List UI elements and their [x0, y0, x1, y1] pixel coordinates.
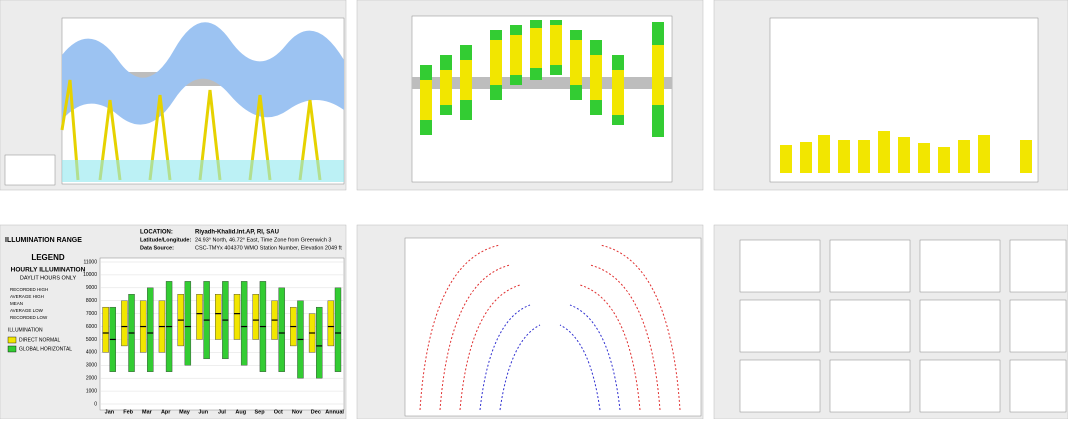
legend-item: MEAN	[10, 301, 23, 306]
range-bar	[252, 294, 259, 340]
legend-subtitle: HOURLY ILLUMINATION	[11, 267, 86, 274]
x-tick-label: May	[179, 409, 191, 415]
plot-area	[99, 257, 345, 411]
x-tick-label: Jul	[218, 409, 226, 415]
range-bar	[278, 287, 285, 372]
source: CSC-TMYx 404370 WMO Station Number, Elev…	[195, 245, 342, 251]
range-bar	[102, 306, 109, 353]
x-tick-label: Dec	[311, 409, 321, 415]
x-tick-label: Jan	[105, 409, 115, 415]
range-bar	[316, 306, 323, 379]
latlon: 24.93° North, 46.72° East, Time Zone fro…	[195, 237, 331, 243]
latlon-label: Latitude/Longitude:	[140, 237, 191, 243]
panel-temperature	[0, 0, 347, 191]
y-tick-label: 3000	[86, 363, 97, 369]
panel-ranges	[356, 0, 704, 191]
y-tick-label: 11000	[83, 259, 97, 265]
panel-sun-chart	[356, 224, 704, 420]
legend-label: DIRECT NORMAL	[19, 337, 61, 343]
panel-monthly-grid	[713, 224, 1068, 420]
range-bar	[196, 294, 203, 340]
y-tick-label: 6000	[86, 324, 97, 330]
range-bar	[147, 287, 154, 372]
legend-swatch	[7, 336, 17, 344]
y-tick-label: 7000	[86, 311, 97, 317]
x-tick-label: Mar	[142, 409, 153, 415]
range-bar	[121, 300, 128, 347]
range-bar	[327, 300, 335, 347]
range-bar	[334, 287, 342, 372]
location: Riyadh-Khalid.Int.AP, RI, SAU	[195, 230, 279, 236]
legend-item: AVERAGE LOW	[10, 308, 44, 313]
location-label: LOCATION:	[140, 230, 173, 236]
legend-swatch	[7, 345, 17, 353]
range-bar	[233, 294, 241, 340]
x-tick-label: Annual	[325, 409, 344, 415]
x-tick-label: Apr	[161, 409, 171, 415]
range-bar	[184, 281, 192, 366]
x-tick-label: Feb	[123, 409, 133, 415]
legend-item: AVERAGE HIGH	[10, 294, 44, 299]
x-tick-label: Aug	[235, 409, 246, 415]
legend-item: RECORDED LOW	[10, 315, 48, 320]
y-tick-label: 4000	[86, 350, 97, 356]
legend-title: LEGEND	[31, 253, 65, 262]
panel-sky-cover	[713, 0, 1068, 191]
y-tick-label: 10000	[83, 272, 97, 278]
panel-title: ILLUMINATION RANGE	[5, 237, 82, 244]
x-tick-label: Nov	[292, 409, 303, 415]
legend-item: RECORDED HIGH	[10, 287, 48, 292]
legend-series-title: ILLUMINATION	[8, 327, 43, 333]
y-tick-label: 8000	[86, 298, 97, 304]
source-label: Data Source:	[140, 245, 174, 251]
x-tick-label: Sep	[254, 409, 265, 415]
x-tick-label: Oct	[274, 409, 283, 415]
legend-label: GLOBAL HORIZONTAL	[19, 346, 72, 352]
legend-subtitle: DAYLIT HOURS ONLY	[20, 275, 77, 281]
range-bar	[240, 281, 248, 366]
y-tick-label: 2000	[86, 376, 97, 382]
y-tick-label: 5000	[86, 337, 97, 343]
y-tick-label: 0	[94, 401, 97, 407]
x-tick-label: Jun	[198, 409, 208, 415]
y-tick-label: 9000	[86, 285, 97, 291]
range-bar	[215, 294, 222, 340]
y-tick-label: 1000	[86, 388, 97, 394]
